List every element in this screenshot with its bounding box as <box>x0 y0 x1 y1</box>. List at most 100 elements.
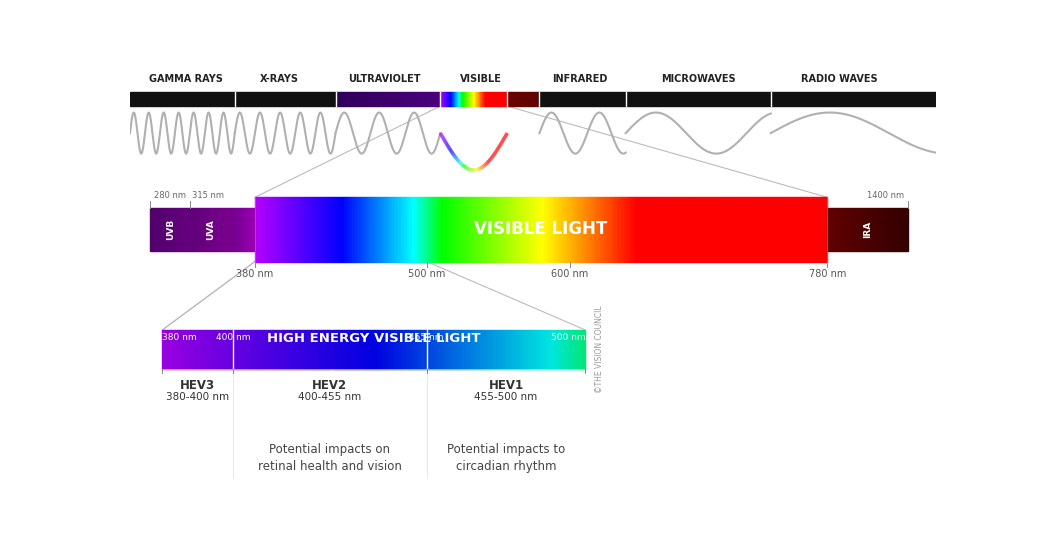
Bar <box>827 207 830 251</box>
Bar <box>661 197 665 261</box>
Bar <box>201 330 203 369</box>
Bar <box>598 197 601 261</box>
Bar <box>464 197 467 261</box>
Bar <box>437 330 440 369</box>
Text: HIGH ENERGY VISIBLE LIGHT: HIGH ENERGY VISIBLE LIGHT <box>267 332 480 345</box>
Bar <box>475 197 478 261</box>
Bar <box>205 330 207 369</box>
Bar <box>435 330 437 369</box>
Bar <box>153 207 155 251</box>
Bar <box>208 207 210 251</box>
Bar <box>272 330 275 369</box>
Bar <box>624 197 627 261</box>
Bar <box>535 330 537 369</box>
Bar <box>511 92 512 106</box>
Bar <box>346 330 348 369</box>
Bar <box>492 330 494 369</box>
Bar <box>647 197 650 261</box>
Bar <box>516 330 518 369</box>
Bar <box>515 197 518 261</box>
Bar <box>408 330 410 369</box>
Bar <box>519 92 520 106</box>
Bar <box>690 197 693 261</box>
Bar <box>307 197 309 261</box>
Text: Potential impacts to
circadian rhythm: Potential impacts to circadian rhythm <box>447 444 565 474</box>
Bar <box>328 330 330 369</box>
Bar <box>498 197 501 261</box>
Bar <box>289 197 292 261</box>
Bar <box>229 207 231 251</box>
Bar <box>704 197 707 261</box>
Bar <box>575 197 578 261</box>
Bar <box>484 330 486 369</box>
Bar <box>258 197 261 261</box>
Bar <box>632 197 635 261</box>
Bar <box>799 197 802 261</box>
Bar <box>166 330 168 369</box>
Bar <box>372 197 375 261</box>
Text: UVB: UVB <box>165 219 175 240</box>
Bar <box>344 330 346 369</box>
Bar <box>438 197 441 261</box>
Bar <box>593 197 596 261</box>
Bar <box>742 197 745 261</box>
Bar <box>380 92 383 106</box>
Bar <box>590 197 593 261</box>
Bar <box>317 330 319 369</box>
Bar <box>535 92 537 106</box>
Bar <box>185 207 187 251</box>
Bar <box>175 207 176 251</box>
Bar <box>747 197 750 261</box>
Bar <box>272 197 275 261</box>
Bar <box>172 207 173 251</box>
Bar <box>644 197 647 261</box>
Bar <box>446 330 448 369</box>
Text: X-RAYS: X-RAYS <box>260 74 298 84</box>
Bar <box>570 197 573 261</box>
Bar <box>562 197 564 261</box>
Bar <box>537 330 539 369</box>
Bar <box>635 197 639 261</box>
Bar <box>822 197 825 261</box>
Bar <box>359 330 361 369</box>
Bar <box>792 197 796 261</box>
Bar <box>189 330 191 369</box>
Bar <box>168 330 171 369</box>
Bar <box>383 92 385 106</box>
Bar <box>773 197 776 261</box>
Text: HEV2: HEV2 <box>312 379 347 392</box>
Bar <box>217 207 219 251</box>
Bar <box>399 330 401 369</box>
Bar <box>534 92 535 106</box>
Bar <box>888 207 891 251</box>
Bar <box>619 197 621 261</box>
Bar <box>501 330 503 369</box>
Bar <box>214 207 216 251</box>
Bar <box>650 197 653 261</box>
Bar <box>510 330 512 369</box>
Bar <box>781 197 784 261</box>
Bar <box>215 330 217 369</box>
Bar <box>630 197 632 261</box>
Bar <box>469 330 471 369</box>
Bar <box>400 197 404 261</box>
Bar <box>818 197 822 261</box>
Bar <box>323 330 326 369</box>
Bar <box>498 330 501 369</box>
Bar <box>383 330 385 369</box>
Bar <box>510 197 513 261</box>
Bar <box>891 207 894 251</box>
Bar <box>441 197 444 261</box>
Bar <box>393 330 395 369</box>
Bar <box>297 330 300 369</box>
Bar <box>323 197 327 261</box>
Bar <box>353 330 355 369</box>
Bar <box>477 330 479 369</box>
Bar <box>431 330 433 369</box>
Bar <box>552 197 555 261</box>
Bar <box>285 330 287 369</box>
Bar <box>830 207 834 251</box>
Bar <box>859 207 862 251</box>
Bar <box>326 330 328 369</box>
Bar <box>515 92 517 106</box>
